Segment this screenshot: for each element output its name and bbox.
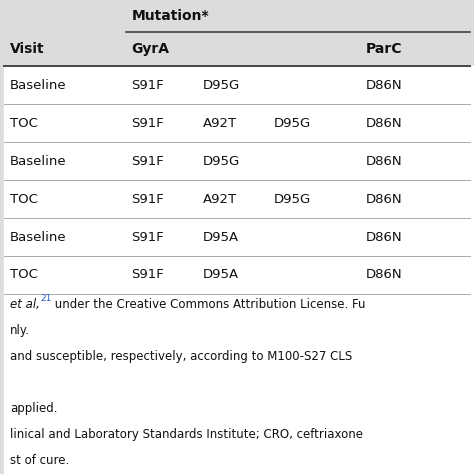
Text: st of cure.: st of cure. [10, 454, 69, 467]
Text: D95A: D95A [203, 230, 239, 244]
Text: Baseline: Baseline [10, 79, 66, 91]
Text: D86N: D86N [366, 192, 403, 206]
Text: nly.: nly. [10, 324, 30, 337]
Text: linical and Laboratory Standards Institute; CRO, ceftriaxone: linical and Laboratory Standards Institu… [10, 428, 363, 441]
Text: A92T: A92T [203, 192, 237, 206]
Text: ParC: ParC [366, 42, 403, 56]
Text: D86N: D86N [366, 79, 403, 91]
Text: applied.: applied. [10, 402, 57, 415]
Bar [4, 66, 474, 104]
Bar [4, 294, 474, 474]
Bar [4, 180, 474, 218]
Text: GyrA: GyrA [132, 42, 170, 56]
Text: S91F: S91F [132, 230, 164, 244]
Text: S91F: S91F [132, 192, 164, 206]
Bar [4, 142, 474, 180]
Text: S91F: S91F [132, 117, 164, 129]
Text: D86N: D86N [366, 268, 403, 282]
Text: TOC: TOC [10, 268, 37, 282]
Bar [4, 104, 474, 142]
Text: D86N: D86N [366, 230, 403, 244]
Text: Baseline: Baseline [10, 155, 66, 167]
Text: S91F: S91F [132, 268, 164, 282]
Text: 21: 21 [41, 294, 52, 303]
Text: and susceptible, respectively, according to M100-S27 CLS: and susceptible, respectively, according… [10, 350, 352, 363]
Text: Mutation*: Mutation* [132, 9, 209, 23]
Text: S91F: S91F [132, 79, 164, 91]
Bar [4, 0, 474, 66]
Bar [4, 218, 474, 256]
Text: D95G: D95G [203, 155, 240, 167]
Text: Baseline: Baseline [10, 230, 66, 244]
Text: D95G: D95G [274, 192, 311, 206]
Text: under the Creative Commons Attribution License. Fu: under the Creative Commons Attribution L… [51, 298, 365, 311]
Text: D86N: D86N [366, 155, 403, 167]
Text: D86N: D86N [366, 117, 403, 129]
Text: D95A: D95A [203, 268, 239, 282]
Text: A92T: A92T [203, 117, 237, 129]
Text: D95G: D95G [203, 79, 240, 91]
Text: Visit: Visit [10, 42, 45, 56]
Text: D95G: D95G [274, 117, 311, 129]
Text: TOC: TOC [10, 192, 37, 206]
Text: et al,: et al, [10, 298, 40, 311]
Bar [4, 256, 474, 294]
Text: TOC: TOC [10, 117, 37, 129]
Text: S91F: S91F [132, 155, 164, 167]
